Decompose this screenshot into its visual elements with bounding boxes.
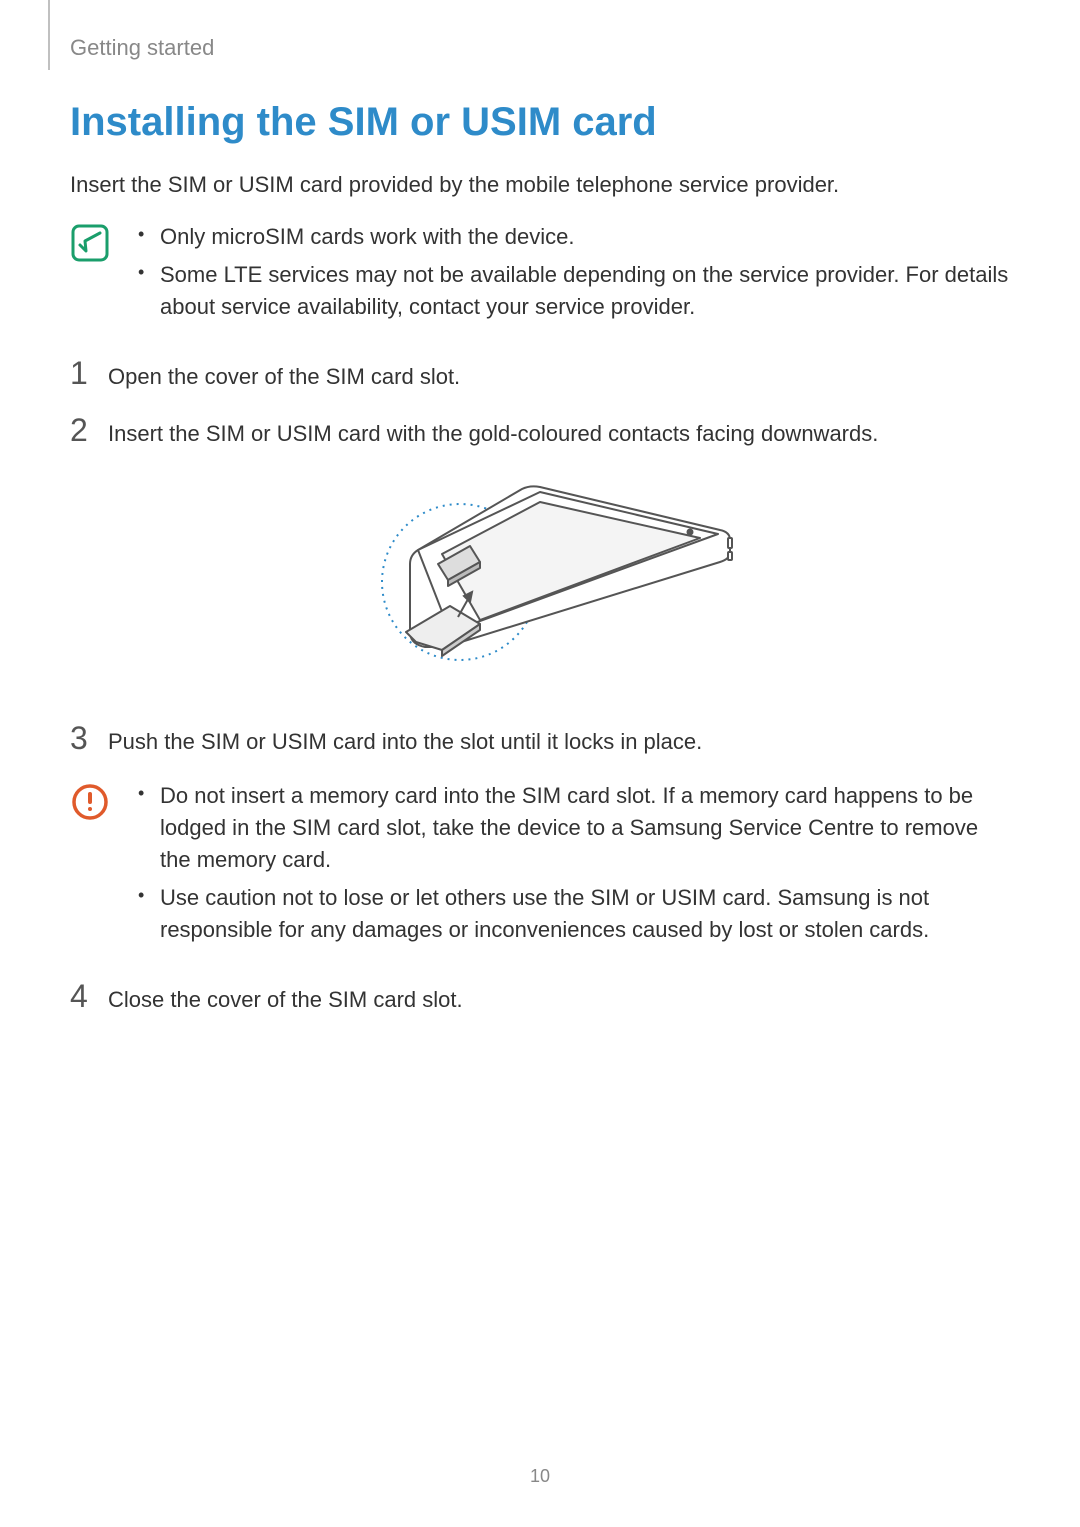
intro-paragraph: Insert the SIM or USIM card provided by … [70, 169, 1010, 201]
page-content: Installing the SIM or USIM card Insert t… [70, 100, 1010, 1038]
note-item: Only microSIM cards work with the device… [134, 221, 1010, 253]
step-2: 2 Insert the SIM or USIM card with the g… [70, 414, 1010, 450]
page-title: Installing the SIM or USIM card [70, 100, 1010, 145]
step-number: 4 [70, 980, 108, 1012]
breadcrumb: Getting started [70, 35, 214, 61]
caution-item: Do not insert a memory card into the SIM… [134, 780, 1010, 876]
caution-list: Do not insert a memory card into the SIM… [134, 780, 1010, 951]
note-block: Only microSIM cards work with the device… [70, 221, 1010, 329]
caution-icon [70, 782, 114, 827]
caution-block: Do not insert a memory card into the SIM… [70, 780, 1010, 951]
page-number: 10 [0, 1466, 1080, 1487]
step-number: 2 [70, 414, 108, 446]
caution-item: Use caution not to lose or let others us… [134, 882, 1010, 946]
step-text: Insert the SIM or USIM card with the gol… [108, 418, 1010, 450]
step-number: 3 [70, 722, 108, 754]
step-text: Push the SIM or USIM card into the slot … [108, 726, 1010, 758]
step-number: 1 [70, 357, 108, 389]
note-list: Only microSIM cards work with the device… [134, 221, 1010, 329]
header-rule [48, 0, 50, 70]
step-text: Open the cover of the SIM card slot. [108, 361, 1010, 393]
note-item: Some LTE services may not be available d… [134, 259, 1010, 323]
step-1: 1 Open the cover of the SIM card slot. [70, 357, 1010, 393]
note-icon [70, 223, 114, 268]
sim-diagram [70, 472, 1010, 692]
step-3: 3 Push the SIM or USIM card into the slo… [70, 722, 1010, 758]
step-4: 4 Close the cover of the SIM card slot. [70, 980, 1010, 1016]
step-text: Close the cover of the SIM card slot. [108, 984, 1010, 1016]
